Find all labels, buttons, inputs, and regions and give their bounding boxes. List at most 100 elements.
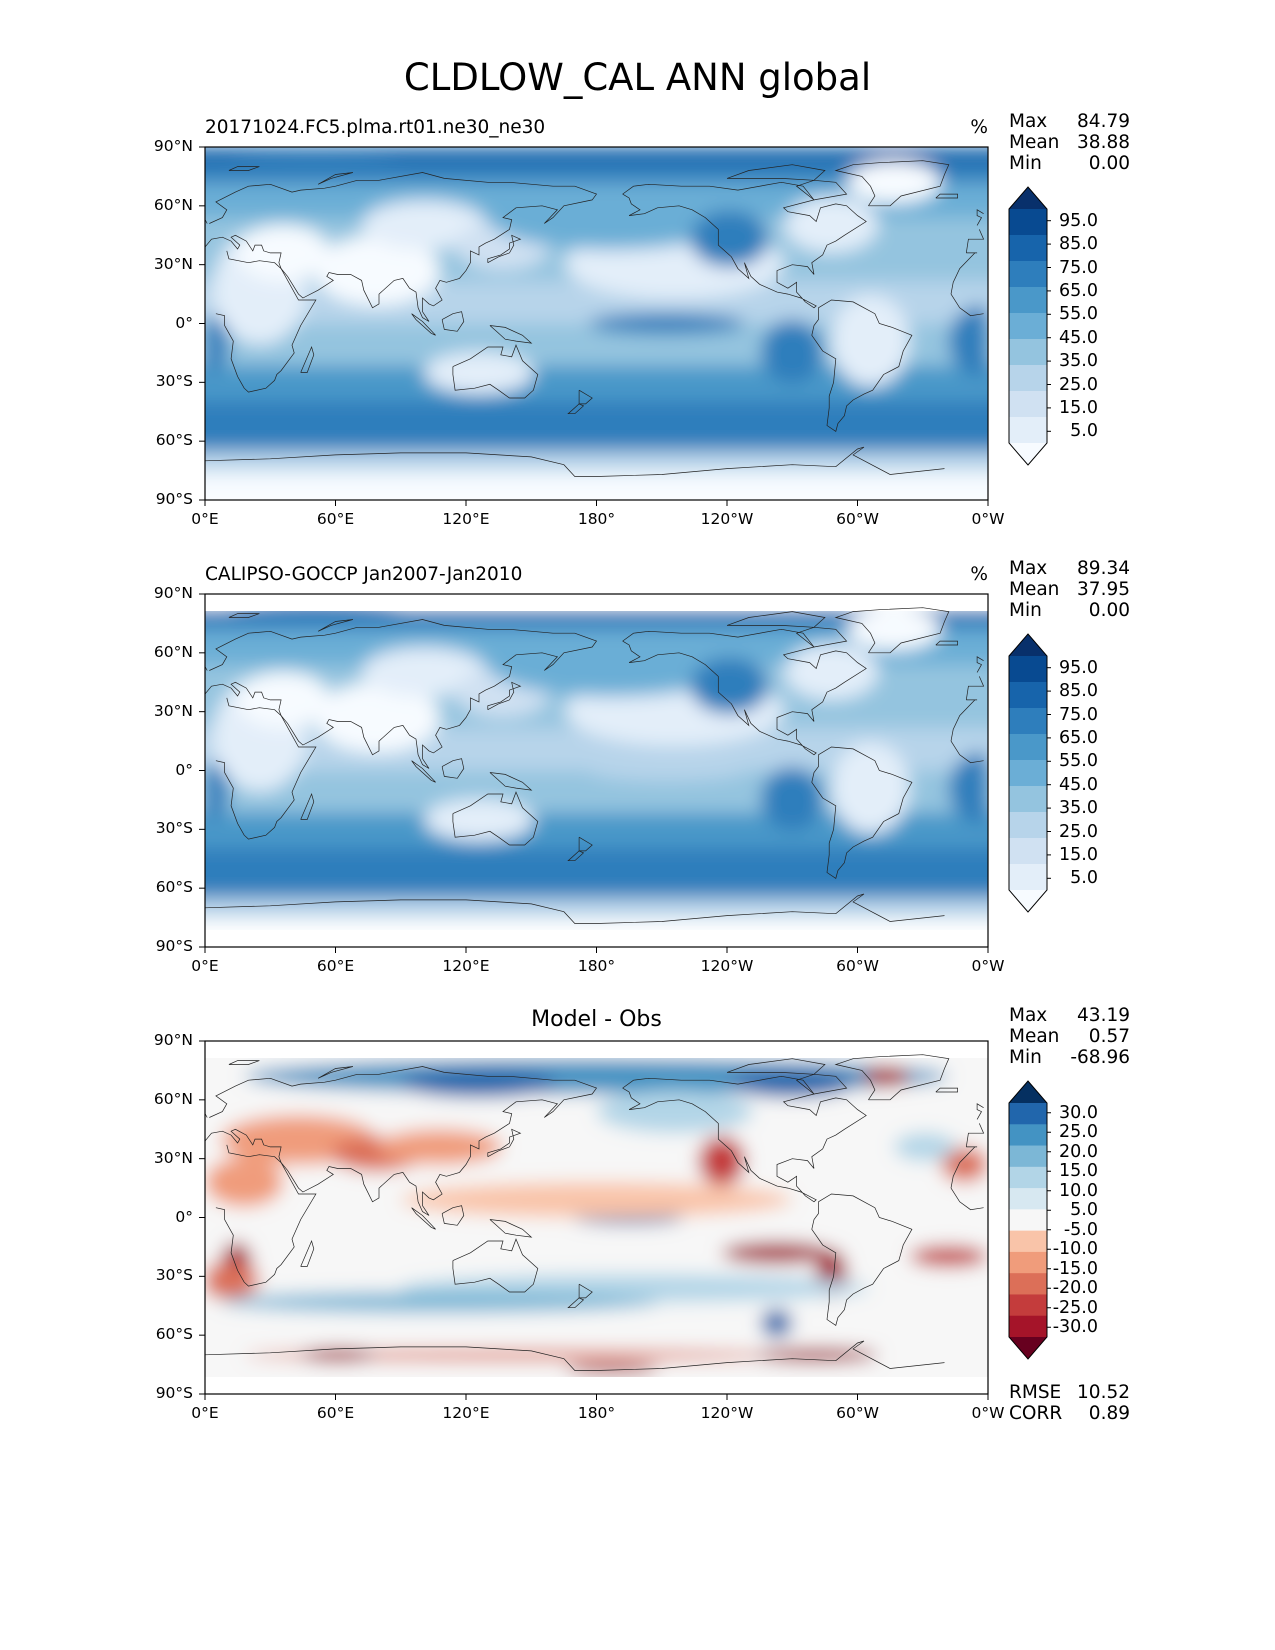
lon-tick-label: 0°E (191, 510, 219, 528)
lon-tick-label: 0°W (971, 957, 1005, 975)
lat-tick-label: 0° (175, 313, 193, 332)
map-field-obs (205, 594, 988, 947)
colorbar-label: 25.0 (1059, 821, 1098, 842)
lat-tick-label: 30°N (153, 701, 193, 720)
colorbar-segment (1009, 209, 1047, 236)
lat-tick-label: 30°N (153, 254, 193, 273)
lon-tick-label: 180° (577, 1404, 616, 1422)
lon-tick-label: 180° (577, 510, 616, 528)
lon-tick-label: 60°E (316, 1404, 355, 1422)
colorbar-label: -15.0 (1052, 1258, 1098, 1279)
colorbar-label: 65.0 (1059, 727, 1098, 748)
lon-tick-label: 120°E (442, 1404, 490, 1422)
colorbar-segment (1009, 1145, 1047, 1168)
colorbar-extend-top (1009, 634, 1047, 656)
colorbar-label: -25.0 (1052, 1297, 1098, 1318)
panel-title: CALIPSO-GOCCP Jan2007-Jan2010 (205, 564, 523, 585)
lat-tick-label: 60°N (153, 195, 193, 214)
colorbar-label: 35.0 (1059, 798, 1098, 819)
metric-value: 0.89 (1088, 1403, 1130, 1424)
colorbar-label: 45.0 (1059, 774, 1098, 795)
lat-tick-label: 60°N (153, 1089, 193, 1108)
lat-tick-label: 30°N (153, 1148, 193, 1167)
colorbar-segment (1009, 708, 1047, 735)
colorbar-label: 95.0 (1059, 657, 1098, 678)
colorbar-extend-bottom (1009, 1337, 1047, 1359)
colorbar-label: 30.0 (1059, 1102, 1098, 1123)
colorbar-model (1008, 186, 1051, 466)
lat-tick-label: 30°S (155, 372, 193, 391)
colorbar-segment (1009, 1166, 1047, 1189)
colorbar-segment (1009, 1315, 1047, 1338)
lat-tick-label: 60°N (153, 642, 193, 661)
colorbar-label: 5.0 (1070, 868, 1098, 889)
colorbar-label: 5.0 (1070, 421, 1098, 442)
colorbar-label: 55.0 (1059, 304, 1098, 325)
colorbar-extend-bottom (1009, 443, 1047, 465)
lat-tick-label: 90°N (153, 584, 193, 602)
lon-tick-label: 120°W (700, 1404, 754, 1422)
stat-label: Mean (1009, 579, 1060, 600)
colorbar-segment (1009, 1209, 1047, 1232)
colorbar-segment (1009, 1103, 1047, 1125)
lon-tick-label: 180° (577, 957, 616, 975)
lat-tick-label: 30°S (155, 1266, 193, 1285)
lon-tick-label: 0°W (971, 1404, 1005, 1422)
colorbar-label: 95.0 (1059, 210, 1098, 231)
colorbar-label: 20.0 (1059, 1141, 1098, 1162)
colorbar-label: -5.0 (1063, 1219, 1098, 1240)
colorbar-segment (1009, 417, 1047, 444)
stat-value: 43.19 (1077, 1005, 1130, 1026)
stat-label: Mean (1009, 1026, 1060, 1047)
colorbar-segment (1009, 235, 1047, 262)
units-label: % (970, 564, 988, 585)
lat-tick-label: 30°S (155, 819, 193, 838)
stat-value: 89.34 (1077, 558, 1130, 579)
units-label: % (970, 117, 988, 138)
lat-tick-label: 60°S (155, 1325, 193, 1344)
lon-tick-label: 120°E (442, 957, 490, 975)
colorbar-segment (1009, 1294, 1047, 1317)
stat-value: 0.00 (1088, 153, 1130, 174)
lat-tick-label: 60°S (155, 878, 193, 897)
colorbar-extend-bottom (1009, 890, 1047, 912)
lon-tick-label: 60°W (836, 1404, 879, 1422)
map-field-diff (205, 1041, 988, 1394)
colorbar-segment (1009, 760, 1047, 787)
stat-value: 37.95 (1077, 579, 1130, 600)
colorbar-segment (1009, 339, 1047, 366)
lat-tick-label: 0° (175, 1207, 193, 1226)
lon-tick-label: 60°E (316, 510, 355, 528)
stat-label: Max (1009, 111, 1048, 132)
colorbar-label: 45.0 (1059, 327, 1098, 348)
colorbar-label: -30.0 (1052, 1317, 1098, 1338)
lat-tick-label: 90°S (155, 937, 193, 955)
stat-label: Min (1009, 153, 1042, 174)
stat-value: 0.57 (1088, 1026, 1130, 1047)
colorbar-label: 15.0 (1059, 397, 1098, 418)
lon-tick-label: 0°E (191, 1404, 219, 1422)
metric-label: RMSE (1009, 1382, 1062, 1403)
lon-tick-label: 120°W (700, 510, 754, 528)
colorbar-segment (1009, 864, 1047, 891)
figure-title: CLDLOW_CAL ANN global (403, 56, 872, 99)
colorbar-label: 75.0 (1059, 257, 1098, 278)
colorbar-label: 25.0 (1059, 1122, 1098, 1143)
colorbar-diff (1008, 1080, 1051, 1360)
colorbar-label: -20.0 (1052, 1278, 1098, 1299)
stat-value: 0.00 (1088, 600, 1130, 621)
lon-tick-label: 120°W (700, 957, 754, 975)
colorbar-extend-top (1009, 1081, 1047, 1103)
panel-title: 20171024.FC5.plma.rt01.ne30_ne30 (205, 117, 546, 138)
lat-tick-label: 60°S (155, 431, 193, 450)
lat-tick-label: 0° (175, 760, 193, 779)
lon-tick-label: 0°E (191, 957, 219, 975)
colorbar-segment (1009, 1124, 1047, 1147)
stat-label: Min (1009, 1047, 1042, 1068)
lat-tick-label: 90°S (155, 1384, 193, 1402)
colorbar-segment (1009, 261, 1047, 288)
colorbar-segment (1009, 734, 1047, 761)
colorbar-segment (1009, 1273, 1047, 1295)
